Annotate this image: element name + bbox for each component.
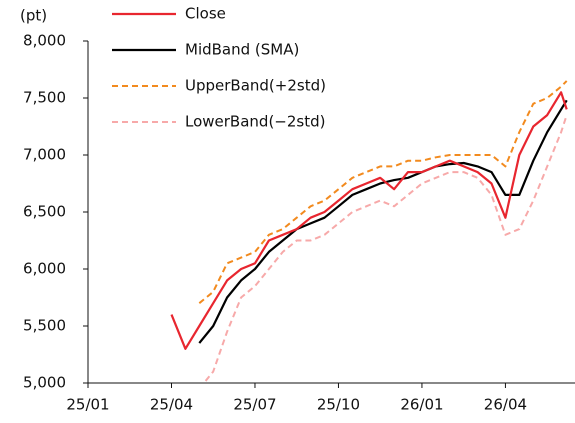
- y-tick-label: 7,000: [23, 146, 66, 164]
- plot-area: [170, 80, 568, 383]
- y-tick-label: 7,500: [23, 89, 66, 107]
- y-tick-label: 6,000: [23, 260, 66, 278]
- series-line: [198, 80, 568, 304]
- legend-label: LowerBand(−2std): [185, 113, 325, 131]
- legend-label: UpperBand(+2std): [185, 77, 326, 95]
- y-tick-label: 8,000: [23, 32, 66, 50]
- x-tick-label: 25/04: [150, 396, 193, 414]
- x-tick-label: 26/04: [484, 396, 527, 414]
- x-tick-label: 25/10: [317, 396, 360, 414]
- y-axis-label: (pt): [20, 7, 47, 25]
- x-tick-label: 25/07: [233, 396, 276, 414]
- y-tick-label: 5,500: [23, 317, 66, 335]
- legend-label: Close: [185, 5, 226, 23]
- y-tick-label: 6,500: [23, 203, 66, 221]
- x-tick-label: 26/01: [400, 396, 443, 414]
- series-line: [198, 99, 568, 344]
- series-line: [202, 114, 568, 383]
- y-tick-label: 5,000: [23, 374, 66, 392]
- series-line: [170, 91, 568, 350]
- legend-label: MidBand (SMA): [185, 41, 299, 59]
- x-tick-label: 25/01: [66, 396, 109, 414]
